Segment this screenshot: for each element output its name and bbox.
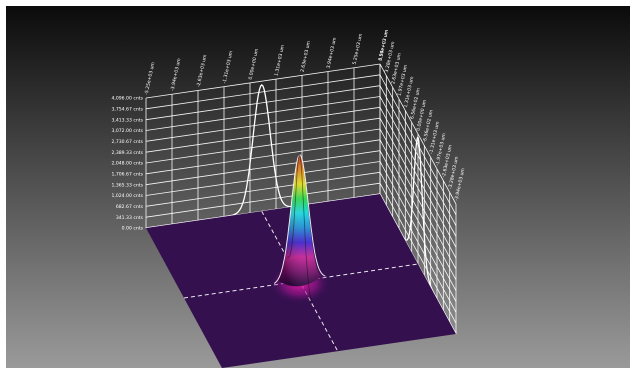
grid-line-back-horizontal — [145, 106, 381, 142]
grid-line-side-horizontal — [379, 74, 457, 216]
grid-line-side-horizontal — [379, 117, 457, 259]
grid-line-back-horizontal — [145, 85, 381, 121]
crosshair-x-dashed — [183, 263, 419, 299]
grid-line-side-horizontal — [379, 139, 457, 281]
grid-line-side-horizontal — [379, 85, 457, 226]
peak-profile-line-y — [287, 154, 313, 303]
grid-line-back-horizontal — [145, 63, 381, 99]
grid-line-back-horizontal — [145, 74, 381, 110]
grid-line-back-horizontal — [145, 128, 381, 164]
z-tick-label: 341.33 cnts — [116, 215, 144, 221]
grid-line-back-horizontal — [145, 96, 381, 131]
z-tick-label: 1,365.33 cnts — [111, 182, 143, 188]
z-tick-label: 0.00 cnts — [122, 226, 144, 232]
chart-frame: 0.00 cnts 341.33 cnts 682.67 cnts 1,024.00 … — [6, 6, 630, 368]
grid-line-side-horizontal — [379, 172, 457, 313]
grid-line-back-horizontal — [145, 182, 381, 218]
z-tick-label: 3,072.00 cnts — [111, 128, 143, 134]
grid-line-back-horizontal — [145, 150, 381, 186]
grid-line-side-horizontal — [379, 161, 457, 302]
z-tick-label: 2,730.67 cnts — [111, 139, 143, 145]
z-tick-label: 1,706.67 cnts — [111, 171, 143, 177]
z-tick-label: 3,754.67 cnts — [111, 106, 143, 112]
z-tick-label: 1,024.00 cnts — [111, 193, 143, 199]
grid-line-side-horizontal — [379, 182, 457, 324]
grid-line-side-horizontal — [379, 96, 457, 237]
grid-line-side-horizontal — [379, 63, 457, 205]
grid-line-back-horizontal — [145, 161, 381, 196]
grid-line-side-horizontal — [379, 150, 457, 291]
z-tick-label: 682.67 cnts — [116, 204, 144, 210]
z-tick-label: 2,048.00 cnts — [111, 161, 143, 167]
gaussian-peak-shade — [278, 154, 321, 287]
grid-line-back-horizontal — [145, 117, 381, 153]
z-tick-label: 4,096.00 cnts — [111, 96, 143, 102]
beam-surface — [268, 154, 331, 305]
z-tick-label: 2,389.33 cnts — [111, 150, 143, 156]
grid-line-side-horizontal — [379, 128, 457, 270]
beam-profile-3d-chart[interactable]: 0.00 cnts 341.33 cnts 682.67 cnts 1,024.00 … — [6, 6, 630, 368]
grid-line-back-horizontal — [145, 171, 381, 207]
grid-line-side-horizontal — [379, 107, 457, 248]
z-tick-label: 3,413.33 cnts — [111, 117, 143, 123]
grid-line-back-horizontal — [145, 139, 381, 175]
